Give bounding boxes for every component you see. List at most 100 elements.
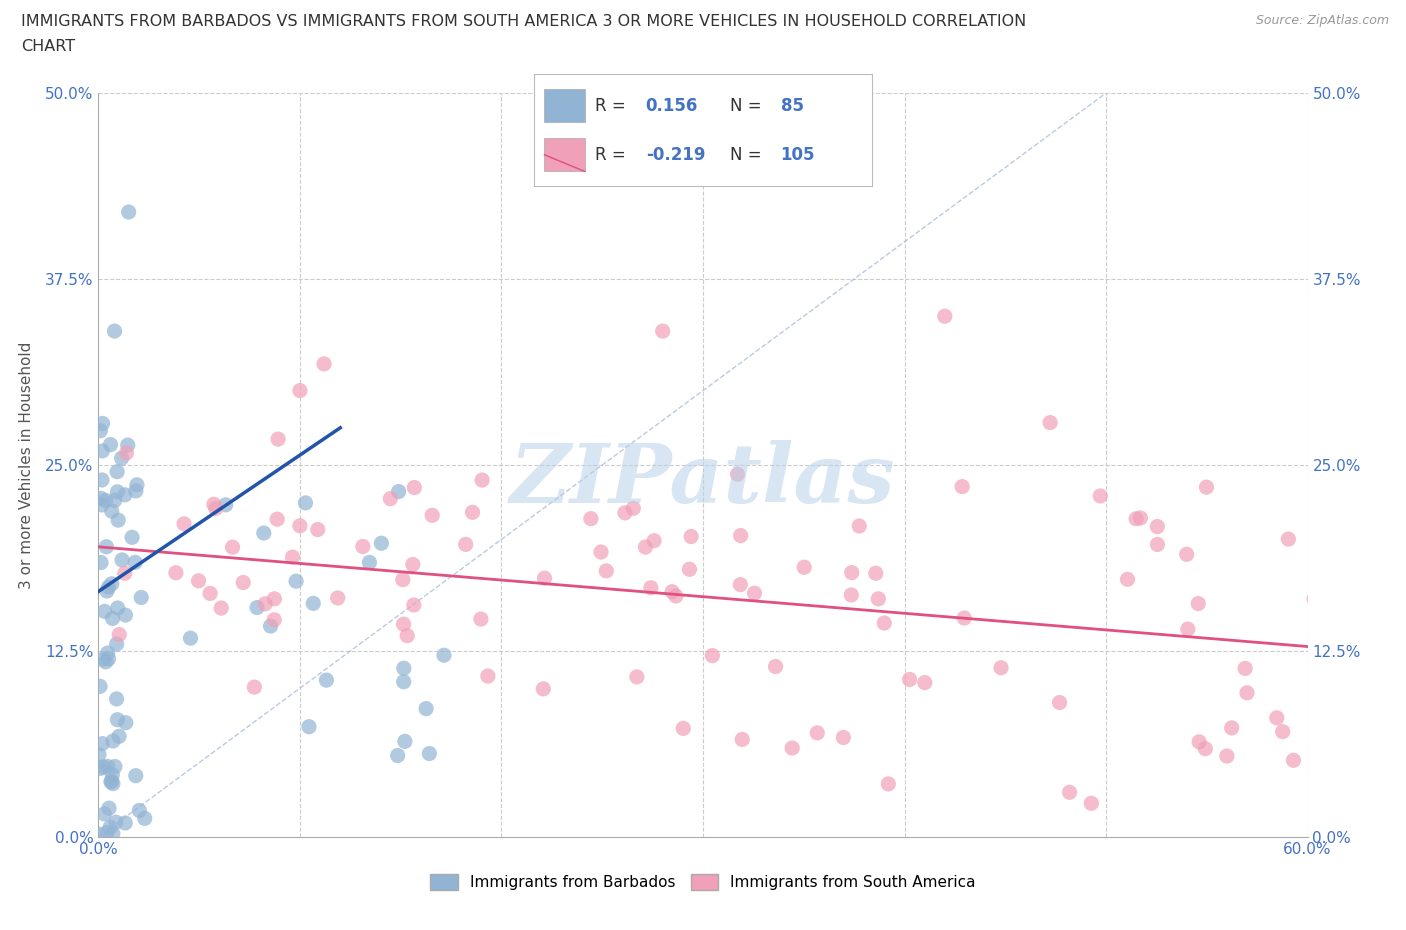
Point — [420, 508, 443, 523]
Point — [1265, 711, 1288, 725]
Point — [111, 451, 134, 466]
Point — [730, 528, 752, 543]
Point — [91, 444, 114, 458]
Point — [173, 516, 195, 531]
Point — [302, 596, 325, 611]
Point — [392, 674, 415, 689]
Text: R =: R = — [595, 146, 626, 164]
Point — [1234, 661, 1257, 676]
Point — [285, 574, 308, 589]
Point — [477, 669, 499, 684]
Point — [100, 437, 122, 452]
Point — [97, 759, 120, 774]
Point — [1303, 591, 1326, 606]
Point — [461, 505, 484, 520]
Point — [107, 485, 129, 499]
Point — [533, 571, 555, 586]
Point — [288, 383, 311, 398]
Point — [114, 607, 136, 622]
Point — [254, 596, 277, 611]
Point — [1129, 511, 1152, 525]
Point — [107, 512, 129, 527]
Point — [315, 672, 337, 687]
Point — [100, 774, 122, 789]
Point — [187, 573, 209, 588]
Point — [93, 806, 115, 821]
Point — [454, 537, 477, 551]
Point — [98, 820, 121, 835]
Point — [396, 628, 419, 643]
Point — [1236, 685, 1258, 700]
Point — [91, 472, 114, 487]
Point — [267, 432, 290, 446]
Point — [380, 491, 402, 506]
Point — [105, 464, 128, 479]
Point — [198, 586, 221, 601]
Point — [89, 423, 111, 438]
Text: ZIPatlas: ZIPatlas — [510, 440, 896, 520]
Point — [97, 579, 120, 594]
Point — [232, 575, 254, 590]
Point — [731, 732, 754, 747]
Point — [134, 811, 156, 826]
Point — [298, 719, 321, 734]
Point — [101, 777, 124, 791]
Point — [125, 768, 148, 783]
Point — [643, 533, 665, 548]
Point — [877, 777, 900, 791]
Point — [97, 645, 120, 660]
Point — [1195, 480, 1218, 495]
Point — [281, 550, 304, 565]
Legend: Immigrants from Barbados, Immigrants from South America: Immigrants from Barbados, Immigrants fro… — [425, 868, 981, 897]
Point — [744, 586, 766, 601]
Point — [394, 734, 416, 749]
Point — [681, 529, 703, 544]
Point — [418, 746, 440, 761]
Point — [215, 498, 238, 512]
Point — [91, 760, 114, 775]
Point — [124, 555, 146, 570]
Point — [98, 801, 121, 816]
Point — [990, 660, 1012, 675]
Bar — [544, 89, 585, 123]
Text: N =: N = — [730, 146, 762, 164]
Point — [128, 803, 150, 817]
Point — [114, 715, 136, 730]
Point — [104, 815, 127, 830]
Point — [402, 598, 425, 613]
Point — [179, 631, 201, 645]
Point — [243, 680, 266, 695]
Point — [100, 577, 122, 591]
Point — [89, 679, 111, 694]
Point — [253, 525, 276, 540]
Point — [589, 545, 612, 560]
Text: CHART: CHART — [21, 39, 75, 54]
Point — [402, 557, 425, 572]
Point — [87, 748, 110, 763]
Point — [1216, 749, 1239, 764]
Point — [1039, 415, 1062, 430]
Point — [246, 600, 269, 615]
Point — [727, 467, 749, 482]
Point — [105, 637, 128, 652]
Point — [806, 725, 828, 740]
Point — [634, 539, 657, 554]
Point — [404, 480, 426, 495]
Point — [105, 692, 128, 707]
Point — [651, 324, 673, 339]
Point — [100, 775, 122, 790]
Point — [165, 565, 187, 580]
Point — [101, 734, 124, 749]
Point — [108, 627, 131, 642]
Point — [387, 485, 409, 499]
Point — [1059, 785, 1081, 800]
Y-axis label: 3 or more Vehicles in Household: 3 or more Vehicles in Household — [18, 341, 34, 589]
Point — [839, 588, 862, 603]
Point — [392, 617, 415, 631]
Point — [613, 505, 636, 520]
Point — [702, 648, 724, 663]
Text: 85: 85 — [780, 97, 804, 114]
Bar — [544, 138, 585, 171]
Point — [873, 616, 896, 631]
Point — [111, 552, 134, 567]
